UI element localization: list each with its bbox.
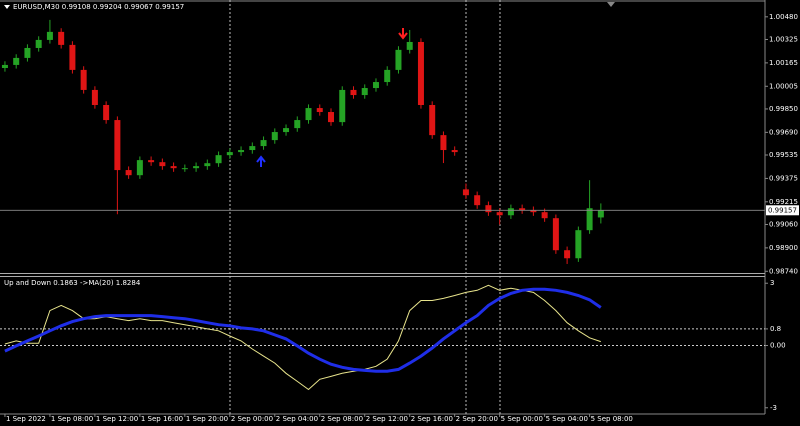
candle-body	[69, 44, 76, 70]
candle-body	[328, 112, 335, 123]
candle-body	[249, 146, 256, 151]
candle-body	[226, 152, 233, 156]
candle-body	[586, 208, 593, 231]
candle-body	[305, 108, 312, 121]
candle-body	[541, 212, 548, 219]
candle-body	[159, 162, 166, 167]
indicator-line	[4, 287, 602, 373]
candle-body	[170, 166, 177, 169]
candle-body	[294, 120, 301, 129]
candle-body	[114, 120, 121, 171]
candle-body	[46, 31, 53, 40]
y-tick-label: 0.99060	[769, 220, 798, 228]
y-tick-label: 1.00165	[769, 59, 798, 67]
candle-body	[350, 89, 357, 96]
candle-body	[564, 250, 571, 259]
x-tick-label: 2 Sep 04:00	[276, 415, 318, 423]
x-tick-label: 1 Sep 16:00	[141, 415, 183, 423]
candle-body	[530, 210, 537, 213]
x-tick-label: 5 Sep 00:00	[501, 415, 543, 423]
y-tick-label: 3	[770, 279, 774, 287]
y-tick-label: 1.00325	[769, 35, 798, 43]
menu-triangle[interactable]	[4, 5, 10, 9]
x-tick-label: 1 Sep 20:00	[186, 415, 228, 423]
y-tick-label: 0.99850	[769, 105, 798, 113]
candle-body	[271, 132, 278, 141]
candle-body	[316, 108, 323, 113]
candle-body	[136, 160, 143, 176]
x-tick-label: 1 Sep 12:00	[96, 415, 138, 423]
y-tick-label: 1.00005	[769, 82, 798, 90]
candle-body	[1, 64, 8, 68]
y-tick-label: -3	[770, 404, 777, 412]
x-tick-label: 5 Sep 08:00	[591, 415, 633, 423]
candle-body	[91, 89, 98, 105]
x-tick-label: 5 Sep 04:00	[546, 415, 588, 423]
candle-body	[474, 195, 481, 206]
y-tick-label: 0.99215	[769, 198, 798, 206]
y-tick-label: 0.8	[770, 325, 781, 333]
candle-body	[13, 57, 20, 65]
candle-body	[148, 160, 155, 163]
candle-body	[215, 155, 222, 164]
x-tick-label: 1 Sep 2022	[6, 415, 46, 423]
candle-body	[58, 31, 65, 45]
shift-marker[interactable]	[607, 2, 615, 7]
candle-body	[496, 212, 503, 216]
candle-body	[260, 140, 267, 147]
candle-body	[80, 69, 87, 90]
candle-body	[372, 82, 379, 89]
x-tick-label: 2 Sep 12:00	[366, 415, 408, 423]
y-tick-label: 1.00480	[769, 13, 798, 21]
x-tick-label: 2 Sep 08:00	[321, 415, 363, 423]
candle-body	[597, 210, 604, 218]
candle-body	[193, 166, 200, 169]
candle-body	[204, 163, 211, 167]
indicator-title: Up and Down 0.1863 ->MA(20) 1.8284	[4, 279, 141, 287]
y-tick-label: 0.99375	[769, 174, 798, 182]
sell-arrow	[398, 28, 408, 40]
candle-body	[35, 39, 42, 48]
candle-body	[24, 47, 31, 58]
candle-body	[519, 208, 526, 211]
candle-body	[417, 41, 424, 105]
candle-body	[361, 88, 368, 96]
candle-body	[429, 104, 436, 136]
candle-body	[406, 41, 413, 50]
y-tick-label: 0.00	[770, 342, 786, 350]
last-price-label: 0.99157	[768, 206, 797, 214]
candle-body	[395, 49, 402, 70]
y-tick-label: 0.98900	[769, 244, 798, 252]
candle-body	[238, 150, 245, 153]
candle-body	[451, 150, 458, 153]
x-tick-label: 2 Sep 20:00	[456, 415, 498, 423]
buy-arrow	[256, 155, 266, 167]
candle-body	[384, 69, 391, 83]
candle-body	[283, 128, 290, 133]
candle-body	[575, 230, 582, 259]
candle-body	[485, 205, 492, 213]
candle-body	[103, 104, 110, 121]
last-price-box	[766, 205, 799, 216]
y-tick-label: 0.99690	[769, 128, 798, 136]
x-tick-label: 2 Sep 00:00	[231, 415, 273, 423]
candle-body	[339, 89, 346, 123]
symbol-header: EURUSD,M30 0.99108 0.99204 0.99067 0.991…	[13, 3, 184, 11]
candle-body	[181, 168, 188, 170]
y-tick-label: 0.99535	[769, 151, 798, 159]
y-tick-label: 0.98740	[769, 267, 798, 275]
candle-body	[462, 189, 469, 196]
x-tick-label: 2 Sep 16:00	[411, 415, 453, 423]
candle-body	[552, 218, 559, 251]
candle-body	[440, 135, 447, 151]
candle-body	[125, 170, 132, 176]
x-tick-label: 1 Sep 08:00	[51, 415, 93, 423]
candle-body	[507, 208, 514, 216]
